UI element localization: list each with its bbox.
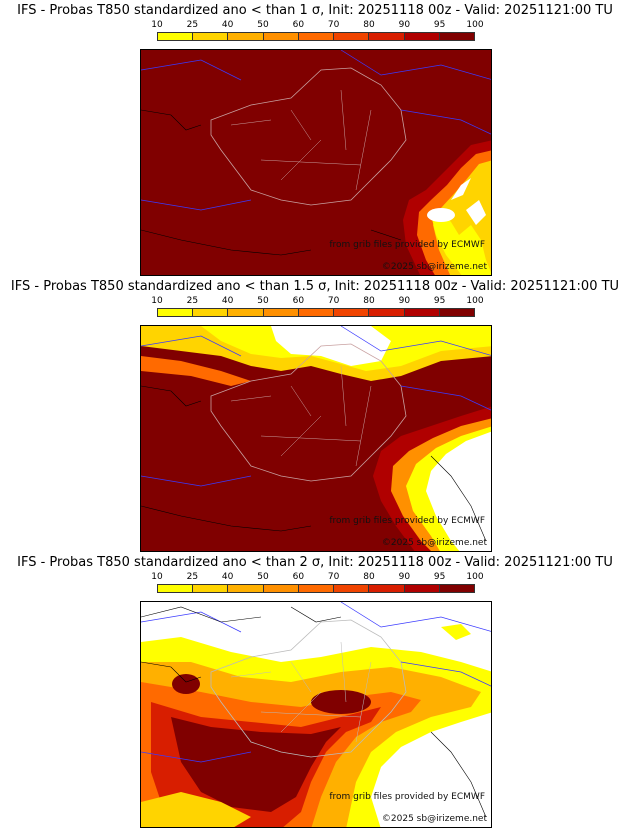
legend-tick-label: 25 — [186, 20, 199, 30]
legend-tick-label: 10 — [151, 296, 163, 306]
legend-tick-label: 10 — [151, 20, 163, 30]
legend-color-swatch — [193, 33, 229, 40]
colorbar-legend: 10 25 40 50 60 70 80 90 95 100 — [151, 572, 484, 596]
legend-color-swatch — [404, 309, 440, 316]
probability-map: from grib files provided by ECMWF ©2025 … — [140, 325, 492, 552]
legend-tick-label: 70 — [327, 296, 340, 306]
legend-tick-label: 90 — [398, 20, 411, 30]
probability-map: from grib files provided by ECMWF ©2025 … — [140, 601, 492, 828]
legend-tick-label: 70 — [327, 20, 340, 30]
colorbar-legend: 10 25 40 50 60 70 80 90 95 100 — [151, 20, 484, 44]
legend-tick-label: 50 — [257, 572, 269, 582]
legend-color-bar — [157, 308, 475, 317]
legend-color-swatch — [369, 33, 405, 40]
legend-color-swatch — [439, 309, 474, 316]
legend-color-swatch — [334, 309, 370, 316]
legend-tick-label: 80 — [363, 572, 375, 582]
map-graphic — [141, 602, 491, 827]
legend-tick-label: 95 — [433, 20, 446, 30]
legend-tick-label: 90 — [398, 296, 411, 306]
copyright-credit: ©2025 sb@irizeme.net — [381, 814, 487, 824]
data-source-credit: from grib files provided by ECMWF — [329, 240, 485, 250]
legend-tick-label: 40 — [221, 296, 234, 306]
legend-tick-label: 90 — [398, 572, 411, 582]
legend-color-swatch — [298, 585, 335, 592]
legend-color-swatch — [439, 33, 474, 40]
legend-tick-label: 80 — [363, 20, 375, 30]
legend-tick-label: 25 — [186, 296, 199, 306]
data-source-credit: from grib files provided by ECMWF — [329, 792, 485, 802]
map-graphic — [141, 50, 491, 275]
legend-tick-label: 60 — [292, 296, 305, 306]
legend-tick-label: 60 — [292, 572, 305, 582]
panel-title: IFS - Probas T850 standardized ano < tha… — [10, 279, 620, 294]
panel-title: IFS - Probas T850 standardized ano < tha… — [17, 3, 613, 18]
legend-color-swatch — [193, 309, 229, 316]
legend-color-swatch — [404, 33, 440, 40]
panel-title: IFS - Probas T850 standardized ano < tha… — [17, 555, 613, 570]
legend-color-swatch — [158, 309, 194, 316]
legend-color-swatch — [298, 309, 335, 316]
legend-tick-label: 95 — [433, 572, 446, 582]
legend-tick-label: 10 — [151, 572, 163, 582]
map-panel-2: IFS - Probas T850 standardized ano < tha… — [0, 276, 630, 552]
probability-map: from grib files provided by ECMWF ©2025 … — [140, 49, 492, 276]
legend-tick-label: 40 — [221, 572, 234, 582]
legend-color-swatch — [228, 585, 264, 592]
legend-tick-label: 95 — [433, 296, 446, 306]
legend-color-bar — [157, 32, 475, 41]
legend-color-swatch — [158, 33, 194, 40]
map-panel-3: IFS - Probas T850 standardized ano < tha… — [0, 552, 630, 828]
legend-color-swatch — [439, 585, 474, 592]
legend-color-swatch — [158, 585, 194, 592]
legend-color-swatch — [404, 585, 440, 592]
legend-color-swatch — [228, 33, 264, 40]
colorbar-legend: 10 25 40 50 60 70 80 90 95 100 — [151, 296, 484, 320]
legend-color-bar — [157, 584, 475, 593]
legend-tick-labels: 10 25 40 50 60 70 80 90 95 100 — [151, 296, 483, 308]
data-source-credit: from grib files provided by ECMWF — [329, 516, 485, 526]
copyright-credit: ©2025 sb@irizeme.net — [381, 262, 487, 272]
legend-color-swatch — [369, 309, 405, 316]
legend-tick-label: 40 — [221, 20, 234, 30]
legend-tick-label: 25 — [186, 572, 199, 582]
legend-tick-label: 60 — [292, 20, 305, 30]
legend-color-swatch — [263, 33, 299, 40]
map-panel-1: IFS - Probas T850 standardized ano < tha… — [0, 0, 630, 276]
legend-tick-label: 100 — [466, 296, 484, 306]
legend-color-swatch — [334, 33, 370, 40]
legend-tick-label: 50 — [257, 20, 269, 30]
legend-color-swatch — [298, 33, 335, 40]
legend-color-swatch — [193, 585, 229, 592]
legend-tick-label: 80 — [363, 296, 375, 306]
legend-tick-labels: 10 25 40 50 60 70 80 90 95 100 — [151, 20, 483, 32]
legend-color-swatch — [263, 309, 299, 316]
legend-tick-label: 100 — [466, 572, 484, 582]
legend-tick-label: 50 — [257, 296, 269, 306]
copyright-credit: ©2025 sb@irizeme.net — [381, 538, 487, 548]
legend-tick-labels: 10 25 40 50 60 70 80 90 95 100 — [151, 572, 483, 584]
legend-color-swatch — [263, 585, 299, 592]
legend-color-swatch — [228, 309, 264, 316]
map-graphic — [141, 326, 491, 551]
legend-tick-label: 70 — [327, 572, 340, 582]
legend-color-swatch — [369, 585, 405, 592]
legend-tick-label: 100 — [466, 20, 484, 30]
legend-color-swatch — [334, 585, 370, 592]
